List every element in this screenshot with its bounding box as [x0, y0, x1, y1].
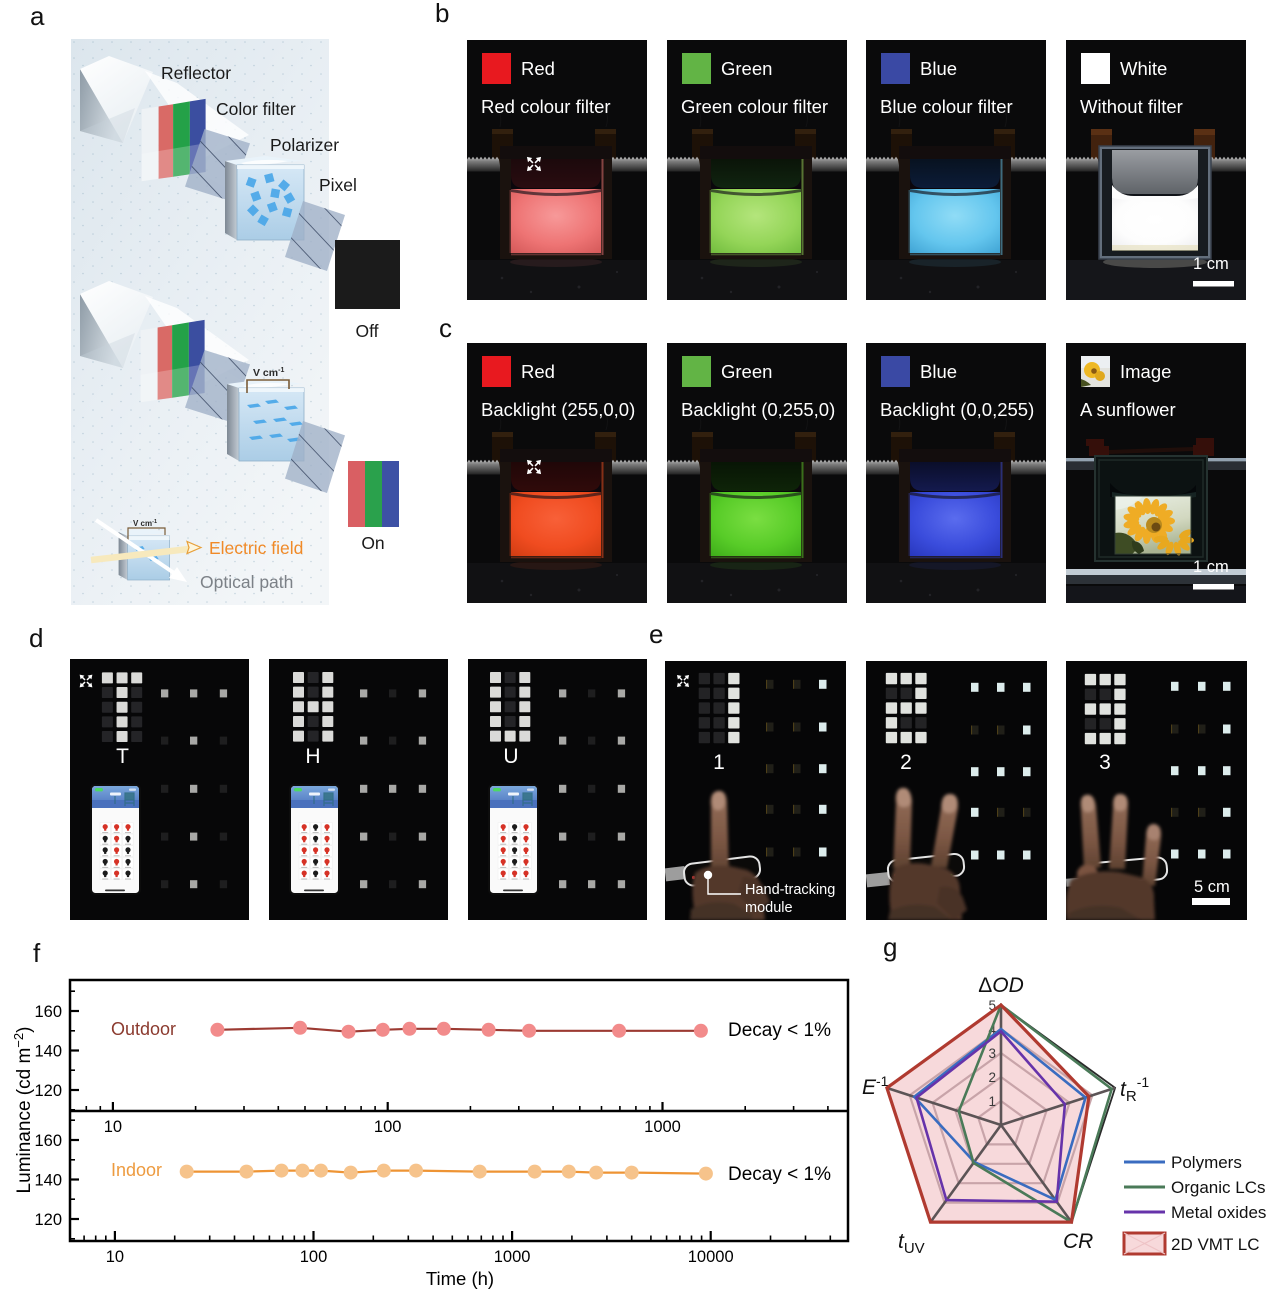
svg-text:Green: Green: [721, 58, 772, 79]
svg-text:10: 10: [106, 1248, 124, 1266]
svg-text:On: On: [361, 533, 384, 553]
svg-text:H: H: [305, 745, 320, 768]
svg-text:120: 120: [34, 1211, 62, 1229]
svg-text:5 cm: 5 cm: [1194, 878, 1230, 896]
svg-text:ΔOD: ΔOD: [978, 974, 1024, 997]
svg-text:A sunflower: A sunflower: [1080, 399, 1176, 420]
svg-text:Image: Image: [1120, 361, 1171, 382]
svg-text:Red: Red: [521, 58, 555, 79]
svg-text:Backlight (0,0,255): Backlight (0,0,255): [880, 399, 1034, 420]
svg-text:Backlight (0,255,0): Backlight (0,255,0): [681, 399, 835, 420]
svg-text:Blue: Blue: [920, 361, 957, 382]
svg-text:Green: Green: [721, 361, 772, 382]
svg-text:2: 2: [988, 1070, 996, 1085]
svg-text:V cm-1: V cm-1: [133, 519, 157, 528]
svg-text:Decay < 1%: Decay < 1%: [728, 1020, 831, 1041]
svg-text:140: 140: [34, 1043, 62, 1061]
svg-text:Polymers: Polymers: [1171, 1153, 1242, 1172]
svg-text:Without filter: Without filter: [1080, 96, 1183, 117]
svg-text:5: 5: [988, 998, 996, 1013]
svg-text:140: 140: [34, 1172, 62, 1190]
svg-text:Optical path: Optical path: [200, 572, 293, 592]
svg-text:160: 160: [34, 1132, 62, 1150]
svg-text:Polarizer: Polarizer: [270, 135, 339, 155]
svg-text:E-1: E-1: [862, 1073, 889, 1099]
svg-text:Red colour filter: Red colour filter: [481, 96, 611, 117]
svg-text:100: 100: [300, 1248, 328, 1266]
svg-text:Reflector: Reflector: [161, 63, 231, 83]
svg-text:Color filter: Color filter: [216, 99, 296, 119]
svg-text:Pixel: Pixel: [319, 175, 357, 195]
svg-text:10000: 10000: [688, 1248, 734, 1266]
svg-text:Off: Off: [355, 321, 378, 341]
svg-text:1000: 1000: [494, 1248, 531, 1266]
svg-text:2D VMT LC: 2D VMT LC: [1171, 1235, 1260, 1254]
svg-text:1: 1: [988, 1094, 996, 1109]
svg-text:V cm-1: V cm-1: [253, 367, 284, 379]
svg-text:160: 160: [34, 1003, 62, 1021]
svg-text:10: 10: [104, 1118, 122, 1136]
svg-text:1 cm: 1 cm: [1193, 558, 1229, 576]
svg-text:1: 1: [713, 751, 725, 774]
svg-text:1 cm: 1 cm: [1193, 255, 1229, 273]
svg-text:Outdoor: Outdoor: [111, 1019, 176, 1039]
svg-text:Red: Red: [521, 361, 555, 382]
svg-text:Organic LCs: Organic LCs: [1171, 1178, 1265, 1197]
svg-text:Green colour filter: Green colour filter: [681, 96, 828, 117]
svg-text:tR-1: tR-1: [1120, 1074, 1149, 1105]
svg-text:White: White: [1120, 58, 1167, 79]
svg-text:Hand-tracking: Hand-tracking: [745, 882, 835, 898]
svg-text:Time (h): Time (h): [426, 1268, 494, 1289]
svg-text:120: 120: [34, 1082, 62, 1100]
svg-text:Backlight (255,0,0): Backlight (255,0,0): [481, 399, 635, 420]
svg-text:Indoor: Indoor: [111, 1160, 162, 1180]
svg-text:Blue: Blue: [920, 58, 957, 79]
svg-text:CR: CR: [1063, 1230, 1093, 1253]
svg-text:Luminance (cd m−2): Luminance (cd m−2): [11, 1027, 35, 1194]
svg-text:Metal oxides: Metal oxides: [1171, 1203, 1266, 1222]
svg-text:Decay < 1%: Decay < 1%: [728, 1164, 831, 1185]
svg-text:Electric field: Electric field: [209, 538, 303, 558]
svg-text:100: 100: [374, 1118, 402, 1136]
svg-text:module: module: [745, 900, 793, 916]
svg-text:2: 2: [900, 751, 912, 774]
svg-text:3: 3: [988, 1046, 996, 1061]
svg-text:U: U: [503, 745, 518, 768]
svg-text:T: T: [116, 745, 129, 768]
svg-text:3: 3: [1099, 751, 1111, 774]
svg-text:Blue colour filter: Blue colour filter: [880, 96, 1013, 117]
svg-text:1000: 1000: [644, 1118, 681, 1136]
svg-text:tUV: tUV: [898, 1230, 925, 1257]
